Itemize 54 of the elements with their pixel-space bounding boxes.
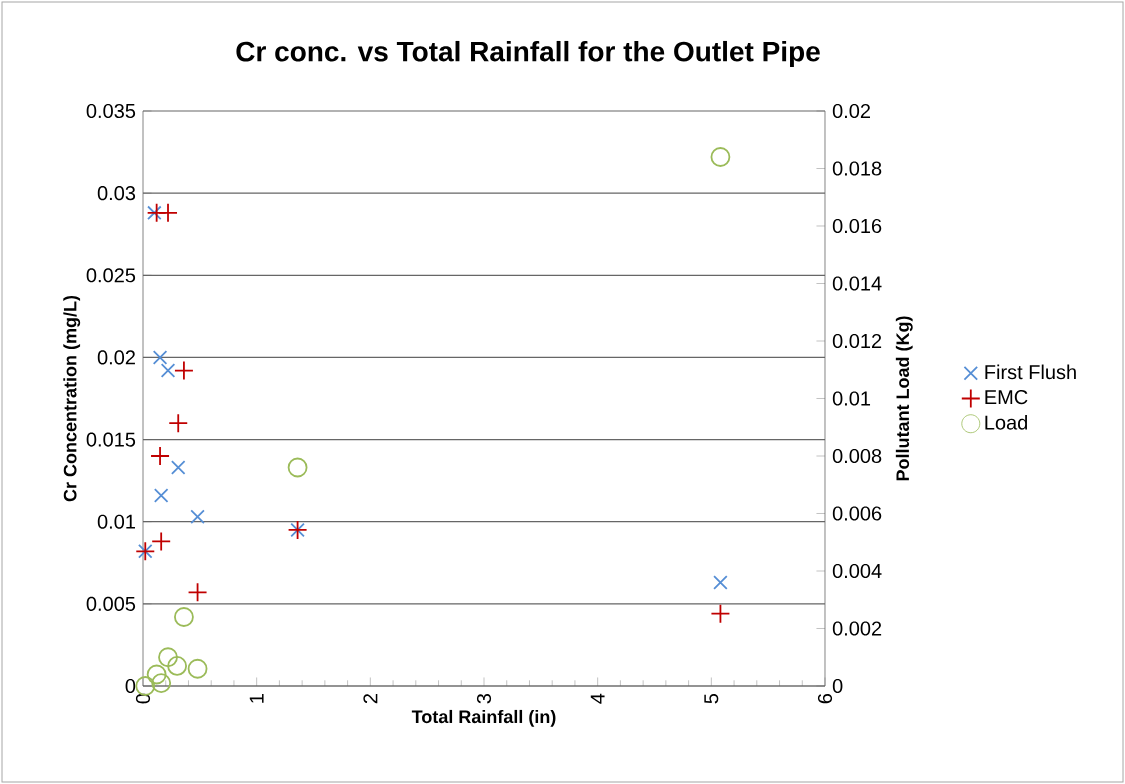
y2-tick-label: 0.018 bbox=[832, 161, 882, 176]
point bbox=[187, 582, 208, 603]
point bbox=[713, 575, 728, 590]
legend-label: EMC bbox=[985, 390, 1028, 405]
point bbox=[153, 488, 169, 503]
x-tick-label: 6 bbox=[817, 693, 833, 704]
x-tick-label: 3 bbox=[476, 693, 492, 704]
point bbox=[168, 413, 189, 434]
x-axis-title: Total Rainfall (in) bbox=[411, 709, 556, 727]
point bbox=[174, 607, 194, 627]
point bbox=[151, 531, 172, 552]
y2-tick-label: 0 bbox=[832, 678, 843, 694]
point bbox=[174, 360, 194, 381]
y-axis-title: Cr Concentration (mg/L) bbox=[63, 295, 81, 502]
y2-axis-title: Pollutant Load (Kg) bbox=[895, 316, 913, 481]
y2-tick-label: 0.016 bbox=[832, 218, 882, 234]
point bbox=[147, 205, 162, 221]
legend-label: Load bbox=[985, 414, 1028, 430]
point bbox=[151, 673, 172, 694]
point bbox=[710, 603, 731, 624]
x-tick-label: 5 bbox=[704, 693, 719, 704]
point bbox=[158, 202, 178, 223]
point bbox=[152, 350, 168, 365]
y2-tick-label: 0.004 bbox=[832, 563, 882, 579]
point bbox=[170, 460, 186, 475]
point bbox=[190, 509, 205, 525]
point bbox=[160, 363, 176, 378]
y-tick-label: 0.035 bbox=[86, 103, 136, 119]
y-tick-label: 0.025 bbox=[86, 268, 136, 283]
y2-tick-label: 0.02 bbox=[832, 103, 870, 119]
y-tick-label: 0.01 bbox=[97, 514, 135, 529]
point bbox=[158, 647, 178, 668]
y2-tick-label: 0.01 bbox=[832, 391, 871, 406]
chart-title: Cr conc. vs Total Rainfall for the Outlet Pipe bbox=[236, 40, 820, 68]
x-tick-label: 1 bbox=[249, 694, 264, 703]
point bbox=[146, 664, 167, 685]
y-tick-label: 0.03 bbox=[97, 186, 136, 201]
point bbox=[710, 147, 731, 167]
y-tick-label: 0.005 bbox=[86, 596, 136, 611]
y-tick-label: 0.02 bbox=[97, 350, 135, 365]
point bbox=[167, 655, 187, 676]
point bbox=[150, 446, 170, 466]
y2-tick-label: 0.008 bbox=[832, 448, 882, 464]
legend-label: First Flush bbox=[985, 364, 1076, 380]
y2-tick-label: 0.014 bbox=[832, 276, 882, 291]
x-tick-label: 4 bbox=[590, 693, 605, 704]
y-tick-label: 0.015 bbox=[86, 432, 136, 447]
y2-tick-label: 0.006 bbox=[832, 506, 882, 521]
point bbox=[287, 457, 308, 478]
point bbox=[187, 658, 208, 679]
y-tick-label: 0 bbox=[125, 678, 136, 694]
x-tick-label: 2 bbox=[363, 694, 378, 704]
y2-tick-label: 0.012 bbox=[832, 333, 882, 349]
y2-tick-label: 0.002 bbox=[832, 621, 882, 636]
